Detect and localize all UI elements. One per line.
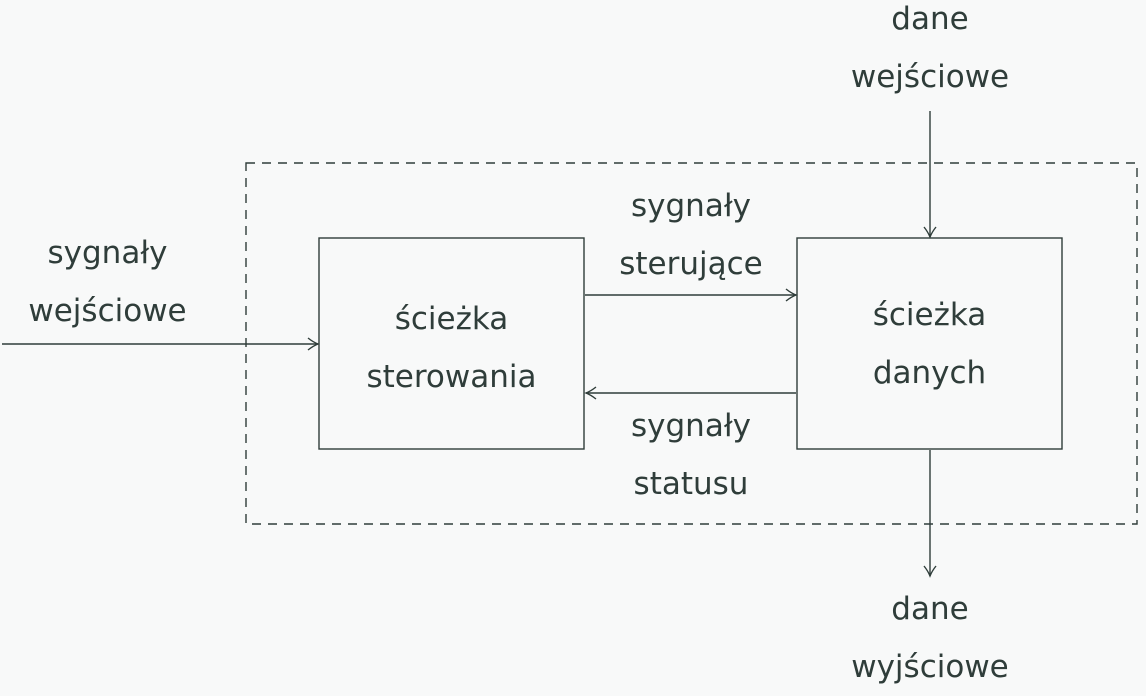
status-signals-line1: sygnały [631,408,751,444]
input-data-label: dane wejściowe [830,0,1030,106]
input-data-line1: dane [891,1,969,37]
control-signals-line1: sygnały [631,188,751,224]
control-signals-line2: sterujące [619,246,763,282]
input-data-line2: wejściowe [850,59,1010,95]
input-signals-line2: wejściowe [28,293,187,329]
data-path-line2: danych [872,355,987,391]
status-signals-line2: statusu [633,466,749,502]
output-data-label: dane wyjściowe [830,580,1030,696]
data-path-label: ścieżka danych [797,286,1062,402]
input-signals-label: sygnały wejściowe [0,224,215,340]
control-signals-label: sygnały sterujące [591,177,791,293]
input-signals-line1: sygnały [47,235,168,271]
output-data-line2: wyjściowe [851,649,1009,685]
status-signals-label: sygnały statusu [591,397,791,513]
output-data-line1: dane [891,591,969,627]
data-path-line1: ścieżka [872,297,987,333]
control-path-line2: sterowania [366,359,537,395]
control-path-line1: ścieżka [394,301,509,337]
control-path-label: ścieżka sterowania [319,290,584,406]
